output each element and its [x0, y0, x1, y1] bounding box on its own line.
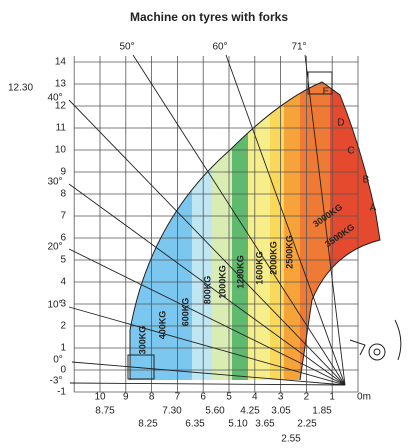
y-label: 1 [60, 343, 66, 354]
x-sub-label: 6.35 [185, 419, 205, 430]
x-sub-label: 3.65 [255, 419, 275, 430]
x-label: 10 [94, 392, 106, 403]
load-label: 400KG [157, 311, 167, 340]
x-label: 9 [123, 392, 129, 403]
x-sub-label: 5.10 [228, 419, 248, 430]
x-label: 5 [226, 392, 232, 403]
load-label: 1200KG [235, 255, 245, 289]
boom-label: D [337, 118, 344, 129]
x-label: 2 [304, 392, 310, 403]
angle-label: 0° [53, 355, 63, 366]
y-label: 10 [55, 145, 67, 156]
x-label: 8 [149, 392, 155, 403]
x-sub-label: 3.05 [271, 406, 291, 417]
height-label: 12.30 [8, 83, 33, 94]
boom-label: B [363, 175, 370, 186]
y-label: 5 [60, 255, 66, 266]
x-sub-label: 7.30 [162, 406, 182, 417]
load-label: 1600KG [254, 251, 264, 285]
title: Machine on tyres with forks [130, 10, 288, 24]
angle-label: 10° [47, 300, 62, 311]
boom-label: C [347, 146, 354, 157]
angle-label: 71° [291, 42, 306, 53]
y-label: -1 [57, 387, 66, 398]
load-label: 2000KG [268, 241, 278, 275]
load-label: 2500KG [284, 235, 294, 269]
x-label: 3 [278, 392, 284, 403]
angle-label: 20° [47, 242, 62, 253]
y-label: 13 [55, 79, 67, 90]
angle-label: -3° [50, 376, 63, 387]
x-sub-label: 2.55 [281, 434, 301, 445]
y-label: 14 [55, 57, 67, 68]
x-sub-label: 8.75 [95, 406, 115, 417]
x-sub-label: 4.25 [240, 406, 260, 417]
x-sub-label: 1.85 [312, 406, 332, 417]
boom-label: A [370, 203, 377, 214]
x-label: 6 [200, 392, 206, 403]
angle-label: 60° [212, 42, 227, 53]
x-label: 1 [329, 392, 335, 403]
angle-label: 30° [47, 177, 62, 188]
load-label: 1000KG [217, 265, 227, 299]
angle-line [70, 383, 345, 385]
y-label: 4 [60, 277, 66, 288]
x-sub-label: 8.25 [138, 419, 158, 430]
y-label: 2 [60, 321, 66, 332]
y-label: 0 [60, 365, 66, 376]
angle-label: 50° [119, 42, 134, 53]
y-label: 7 [60, 211, 66, 222]
x-label: 4 [252, 392, 258, 403]
load-label: 300KG [137, 326, 147, 355]
x-sub-label: 5.60 [205, 406, 225, 417]
load-label: 600KG [180, 298, 190, 327]
angle-label: 40° [47, 93, 62, 104]
x-label: 0m [357, 392, 371, 403]
y-label: 11 [56, 123, 67, 134]
load-label: 800KG [202, 276, 212, 305]
x-label: 7 [175, 392, 181, 403]
y-label: 8 [60, 189, 66, 200]
x-sub-label: 2.25 [297, 419, 317, 430]
load-chart: Machine on tyres with forks 141312111098… [0, 0, 418, 448]
boom-label: E [323, 87, 330, 98]
